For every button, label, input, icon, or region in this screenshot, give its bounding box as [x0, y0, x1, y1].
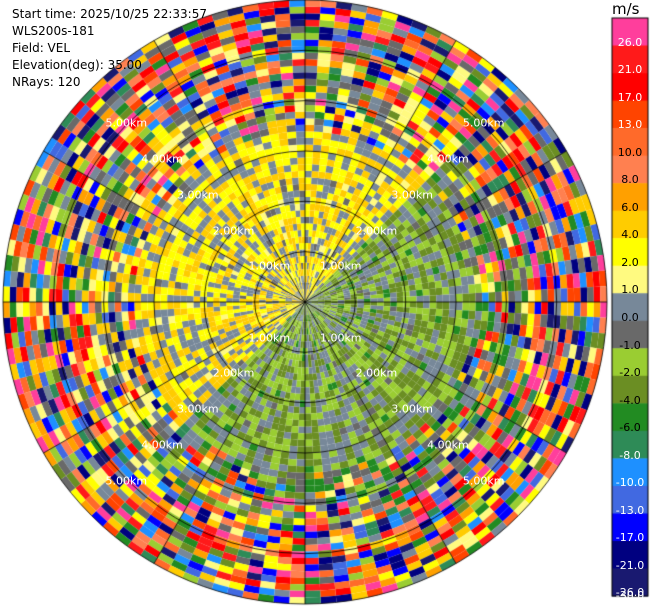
- range-ring-label: 3.00km: [176, 188, 219, 202]
- start-time-text: Start time: 2025/10/25 22:33:57: [12, 7, 207, 21]
- colorbar-tick-label: 10.0: [617, 145, 643, 159]
- elevation-text: Elevation(deg): 35.00: [12, 58, 142, 72]
- colorbar-tick-label: 13.0: [617, 118, 643, 132]
- header-info: Start time: 2025/10/25 22:33:57 WLS200s-…: [12, 6, 207, 91]
- colorbar-tick-label: 8.0: [621, 173, 639, 187]
- colorbar-tick-label: 17.0: [617, 90, 643, 104]
- range-ring-label: 3.00km: [176, 402, 219, 416]
- colorbar-tick-label: -8.0: [619, 448, 641, 462]
- colorbar-tick-label: -6.0: [619, 421, 641, 435]
- range-ring-label: 1.00km: [248, 259, 291, 273]
- field-text: Field: VEL: [12, 41, 71, 55]
- colorbar-tick-label: -30.0: [615, 589, 645, 602]
- colorbar-tick-label: 0.0: [621, 311, 639, 324]
- colorbar-tick-label: -4.0: [619, 393, 641, 407]
- colorbar-tick-label: -2.0: [619, 366, 641, 380]
- nrays-text: NRays: 120: [12, 75, 81, 89]
- colorbar-tick-label: 1.0: [621, 283, 639, 297]
- range-ring-label: 2.00km: [355, 366, 398, 380]
- range-ring-label: 4.00km: [141, 152, 183, 166]
- instrument-text: WLS200s-181: [12, 24, 95, 38]
- range-ring-label: 5.00km: [105, 116, 148, 130]
- range-ring-label: 5.00km: [105, 474, 148, 488]
- colorbar-tick-label: 4.0: [621, 228, 639, 242]
- range-ring-label: 3.00km: [391, 402, 433, 416]
- colorbar-tick-label: 6.0: [621, 200, 639, 214]
- colorbar-tick-label: -21.0: [615, 558, 645, 572]
- colorbar-tick-label: -17.0: [615, 531, 645, 545]
- range-ring-label: 1.00km: [319, 331, 362, 345]
- range-ring-label: 4.00km: [141, 438, 183, 452]
- range-ring-label: 1.00km: [248, 331, 291, 345]
- range-ring-label: 5.00km: [462, 116, 505, 130]
- range-ring-label: 4.00km: [427, 152, 469, 166]
- colorbar-tick-label: -10.0: [615, 476, 645, 490]
- range-ring-label: 5.00km: [462, 474, 505, 488]
- colorbar-tick-label: -1.0: [619, 338, 641, 352]
- colorbar-tick-label: 2.0: [621, 255, 639, 269]
- colorbar-unit: m/s: [612, 0, 640, 18]
- range-ring-label: 3.00km: [391, 188, 433, 202]
- range-ring-label: 2.00km: [212, 224, 255, 238]
- range-ring-label: 4.00km: [427, 438, 469, 452]
- colorbar-tick-label: 26.0: [617, 35, 643, 49]
- colorbar-tick-label: -13.0: [615, 503, 645, 517]
- colorbar-tick-label: 21.0: [617, 63, 643, 77]
- range-ring-label: 2.00km: [355, 224, 398, 238]
- colorbar-tick-label: -26.0: [615, 586, 645, 600]
- range-ring-label: 2.00km: [212, 366, 255, 380]
- range-ring-label: 1.00km: [319, 259, 362, 273]
